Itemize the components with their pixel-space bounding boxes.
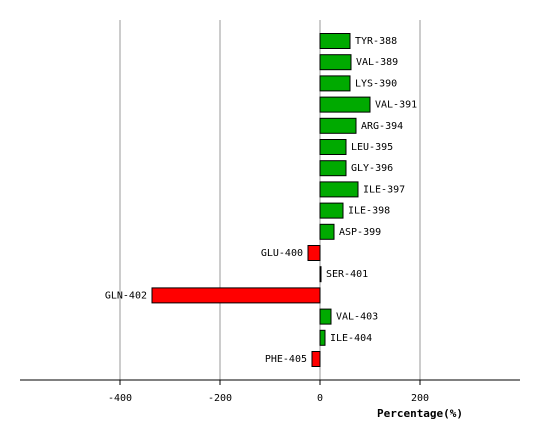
bar-label: GLY-396 — [351, 163, 393, 174]
bar — [319, 266, 322, 283]
bar — [319, 223, 335, 240]
bar-label: PHE-405 — [265, 354, 307, 365]
bar — [311, 351, 321, 367]
bar-label: LYS-390 — [355, 78, 397, 89]
x-tick-label: 0 — [317, 393, 323, 404]
bar-label: ARG-394 — [361, 121, 403, 132]
bar-label: SER-401 — [326, 269, 368, 280]
bar — [319, 202, 344, 219]
bar — [319, 308, 332, 325]
bar — [319, 139, 347, 155]
bar-label: ASP-399 — [339, 227, 381, 238]
bar-label: ILE-397 — [363, 184, 405, 195]
x-tick-label: 200 — [411, 393, 429, 404]
bar — [319, 75, 351, 92]
bar-label: LEU-395 — [351, 142, 393, 153]
x-tick-label: -400 — [108, 393, 132, 404]
bar-label: GLN-402 — [105, 290, 147, 301]
bar-label: ILE-398 — [348, 206, 390, 217]
bar — [319, 117, 357, 134]
bar-label: GLU-400 — [261, 248, 303, 259]
bar — [319, 96, 371, 113]
bar — [307, 245, 321, 261]
bar — [319, 33, 351, 49]
bar-label: ILE-404 — [330, 333, 372, 344]
bar-label: VAL-389 — [356, 57, 398, 68]
bar-label: VAL-403 — [336, 312, 378, 323]
bar — [319, 329, 326, 346]
bar — [319, 54, 352, 71]
bar — [151, 287, 321, 304]
bar — [319, 181, 359, 198]
bar — [319, 160, 347, 177]
x-axis-label: Percentage(%) — [377, 407, 463, 420]
bar-label: TYR-388 — [355, 36, 397, 47]
x-tick-label: -200 — [208, 393, 232, 404]
bar-label: VAL-391 — [375, 100, 417, 111]
